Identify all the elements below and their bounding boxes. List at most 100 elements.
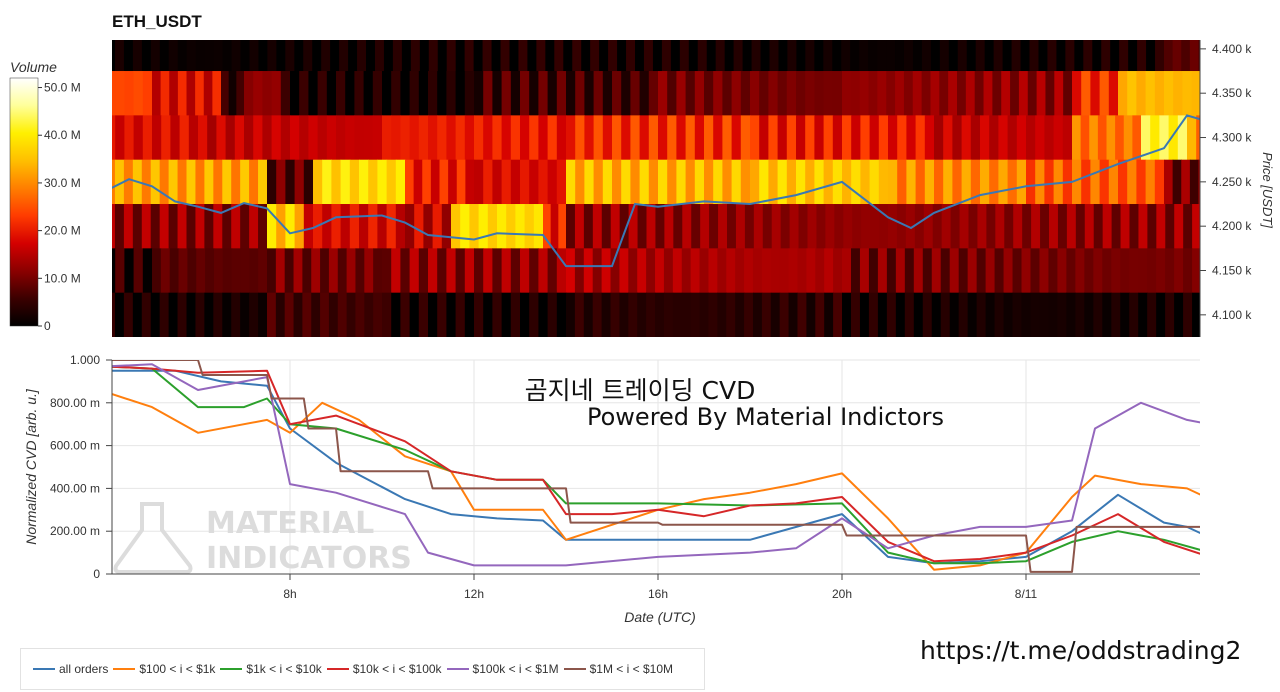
heatmap-cell <box>1147 292 1157 337</box>
heatmap-cell <box>132 204 143 249</box>
heatmap-cell <box>141 204 152 249</box>
legend-item[interactable]: all orders <box>33 662 108 676</box>
heatmap-cell <box>681 248 692 294</box>
heatmap-cell <box>980 115 990 161</box>
heatmap-cell <box>699 292 710 337</box>
heatmap-cell <box>814 40 824 72</box>
heatmap-cell <box>446 115 457 161</box>
heatmap-cell <box>115 115 125 161</box>
heatmap-cell <box>1156 292 1166 337</box>
heatmap-cell <box>931 248 942 294</box>
heatmap-cell <box>142 248 153 294</box>
heatmap-cell <box>833 248 843 294</box>
heatmap-cell <box>455 248 466 294</box>
heatmap-cell <box>115 71 125 116</box>
heatmap-cell <box>915 159 926 205</box>
heatmap-cell <box>231 159 241 205</box>
heatmap-cell <box>637 204 648 249</box>
heatmap-cell <box>708 248 718 294</box>
heatmap-cell <box>934 115 944 161</box>
heatmap-cell <box>1256 71 1266 116</box>
heatmap-cell <box>676 159 687 205</box>
heatmap-cell <box>1154 159 1165 205</box>
heatmap-cell <box>612 71 622 116</box>
heatmap-cell <box>482 40 493 72</box>
heatmap-cell <box>1072 115 1082 161</box>
heatmap-cell <box>455 115 466 161</box>
heatmap-cell <box>1007 115 1018 161</box>
heatmap-cell <box>690 248 701 294</box>
heatmap-cell <box>786 115 797 161</box>
heatmap-y-tick-label: 4.100 k <box>1212 308 1252 322</box>
heatmap-cell <box>313 159 323 205</box>
heatmap-cell <box>965 71 976 116</box>
heatmap-cell <box>1002 40 1013 72</box>
heatmap-cell <box>340 159 351 205</box>
heatmap-cell <box>1251 160 1261 205</box>
heatmap-cell <box>980 159 990 205</box>
legend-item[interactable]: $100 < i < $1k <box>113 662 215 676</box>
heatmap-cell <box>952 115 963 161</box>
heatmap-cell <box>382 71 392 116</box>
heatmap-cell <box>1018 71 1029 116</box>
heatmap-cell <box>536 40 546 72</box>
heatmap-cell <box>373 292 383 337</box>
watermark-line2: INDICATORS <box>206 541 412 576</box>
heatmap-cell <box>805 40 815 72</box>
legend-item[interactable]: $1k < i < $10k <box>220 662 322 676</box>
heatmap-cell <box>658 71 668 116</box>
heatmap-cell <box>483 292 493 337</box>
heatmap-cell <box>777 159 788 205</box>
heatmap-cell <box>726 248 736 294</box>
colorbar-tick-label: 10.0 M <box>44 271 81 285</box>
heatmap-cell <box>529 292 539 337</box>
heatmap-cell <box>1198 40 1200 72</box>
heatmap-cell <box>903 40 914 72</box>
heatmap-cell <box>483 159 493 205</box>
heatmap-cell <box>859 248 870 294</box>
heatmap-cell <box>491 40 502 72</box>
heatmap-cell <box>968 204 979 249</box>
heatmap-cell <box>275 248 286 294</box>
heatmap-cell <box>685 115 696 161</box>
heatmap-cell <box>160 248 171 294</box>
heatmap-cell <box>1198 159 1200 205</box>
heatmap-cell <box>1156 204 1166 249</box>
heatmap-cell <box>861 204 871 249</box>
heatmap-cell <box>639 159 650 205</box>
heatmap-cell <box>222 204 232 249</box>
heatmap-cell <box>186 71 196 116</box>
heatmap-cell <box>664 204 674 249</box>
heatmap-cell <box>213 248 224 294</box>
heatmap-cell <box>336 71 346 116</box>
heatmap-cell <box>1251 115 1261 160</box>
heatmap-cell <box>868 292 879 337</box>
heatmap-cell <box>290 115 300 161</box>
heatmap-cell <box>1016 159 1027 205</box>
heatmap-cell <box>1035 159 1045 205</box>
heatmap-cell <box>1054 71 1064 116</box>
heatmap-cell <box>437 292 447 337</box>
legend-item[interactable]: $100k < i < $1M <box>446 662 559 676</box>
heatmap-cell <box>1080 115 1090 161</box>
heatmap-cell <box>841 40 851 72</box>
heatmap-cell <box>912 40 923 72</box>
heatmap-cell <box>1177 115 1188 161</box>
heatmap-cell <box>1111 248 1121 294</box>
heatmap-cell <box>735 292 745 337</box>
heatmap-cell <box>303 159 314 205</box>
heatmap-cell <box>878 115 889 161</box>
heatmap-cell <box>630 159 641 205</box>
heatmap-cell <box>940 292 951 337</box>
heatmap-cell <box>724 40 735 72</box>
heatmap-cell <box>234 115 245 161</box>
heatmap-cell <box>391 292 401 337</box>
heatmap-cell <box>1181 159 1191 205</box>
heatmap-cell <box>409 71 420 116</box>
legend-item[interactable]: $1M < i < $10M <box>563 662 673 676</box>
legend-item[interactable]: $10k < i < $100k <box>326 662 442 676</box>
heatmap-cell <box>240 292 250 337</box>
heatmap-cell <box>355 292 365 337</box>
heatmap-cell <box>497 204 507 249</box>
